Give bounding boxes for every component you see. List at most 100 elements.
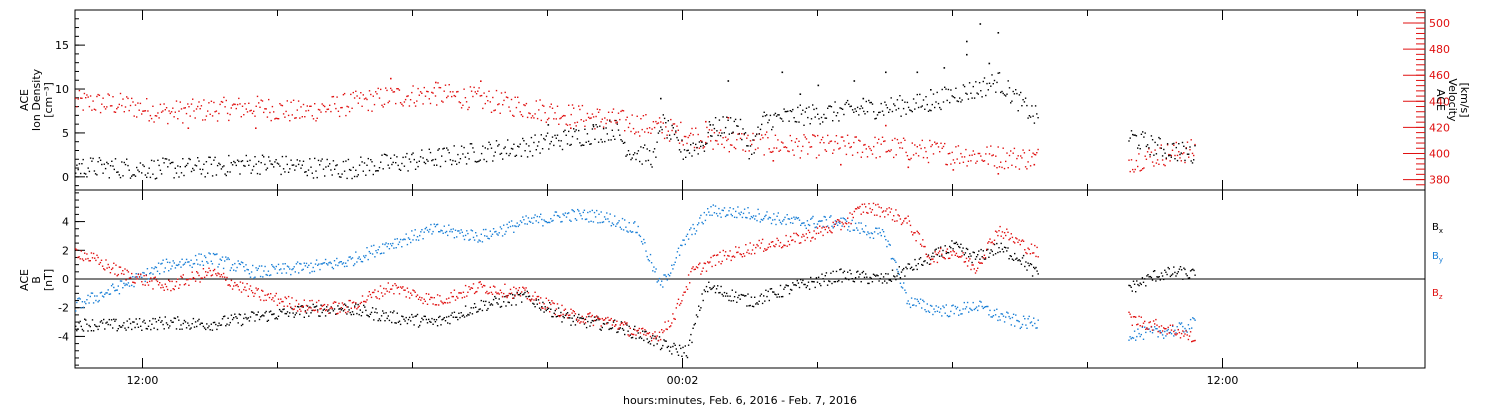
data-point	[559, 117, 561, 120]
data-point	[1017, 155, 1019, 157]
data-point	[992, 154, 994, 156]
data-point	[1157, 330, 1159, 333]
data-point	[671, 264, 673, 266]
data-point	[625, 119, 627, 121]
data-point	[446, 147, 448, 149]
data-point	[857, 270, 859, 272]
data-point	[396, 238, 398, 240]
data-point	[876, 227, 878, 230]
data-point	[361, 161, 363, 163]
data-point	[163, 289, 165, 291]
data-point	[327, 108, 330, 110]
data-point	[482, 107, 484, 110]
data-point	[108, 266, 110, 269]
data-point	[544, 308, 546, 310]
data-point	[754, 296, 756, 298]
data-point	[936, 142, 938, 144]
data-point	[797, 217, 800, 219]
data-point	[1151, 332, 1154, 334]
data-point	[589, 117, 591, 120]
data-point	[898, 215, 900, 217]
data-point	[226, 276, 228, 279]
data-point	[85, 258, 87, 260]
data-point	[244, 270, 246, 272]
data-point	[749, 140, 752, 142]
data-point	[423, 86, 425, 89]
data-point	[971, 261, 973, 264]
data-point	[1034, 322, 1036, 325]
data-point	[756, 219, 758, 222]
data-point	[231, 104, 234, 106]
data-point	[735, 291, 737, 293]
data-point	[164, 283, 166, 285]
data-point	[112, 283, 114, 285]
data-point	[833, 149, 835, 151]
data-point	[931, 258, 933, 260]
data-point	[879, 215, 881, 218]
data-point	[211, 263, 214, 265]
data-point	[818, 118, 820, 120]
data-point	[1025, 324, 1027, 326]
data-point	[323, 308, 326, 310]
data-point	[1179, 153, 1181, 156]
data-point	[355, 90, 357, 92]
data-point	[561, 321, 563, 323]
data-point	[654, 331, 656, 333]
data-point	[583, 144, 585, 146]
data-point	[387, 243, 389, 245]
data-point	[1012, 152, 1014, 154]
data-point	[815, 232, 818, 235]
data-point	[896, 220, 898, 222]
data-point	[980, 90, 982, 92]
data-point	[153, 267, 155, 270]
x-axis-title: hours:minutes, Feb. 6, 2016 - Feb. 7, 20…	[623, 394, 857, 407]
data-point	[159, 273, 161, 275]
data-point	[1165, 328, 1167, 330]
data-point	[987, 305, 989, 308]
data-point	[185, 112, 188, 115]
data-point	[600, 121, 602, 123]
data-point	[416, 100, 418, 102]
data-point	[472, 236, 475, 239]
data-point	[890, 208, 893, 210]
data-point	[255, 163, 257, 165]
data-point	[243, 288, 245, 291]
data-point	[859, 205, 861, 208]
data-point	[255, 267, 257, 269]
data-point	[508, 106, 510, 108]
data-point	[472, 307, 475, 309]
data-point	[777, 239, 779, 242]
data-point	[961, 255, 963, 257]
data-point	[128, 169, 130, 171]
data-point	[911, 142, 913, 144]
data-point	[712, 286, 714, 289]
data-point	[609, 119, 611, 121]
data-point	[541, 307, 543, 309]
data-point	[1168, 332, 1170, 334]
data-point	[323, 303, 326, 306]
data-point	[474, 160, 476, 163]
data-point	[152, 288, 154, 290]
data-point	[778, 296, 781, 298]
data-point	[815, 226, 818, 228]
data-point	[417, 87, 419, 90]
data-point	[808, 224, 811, 227]
data-point	[862, 211, 865, 213]
data-point	[174, 267, 177, 269]
data-point	[966, 93, 968, 95]
data-point	[1022, 315, 1025, 317]
data-point	[238, 160, 240, 163]
data-point	[442, 101, 444, 103]
data-point	[151, 323, 153, 325]
data-point	[890, 280, 893, 282]
data-point	[404, 156, 407, 158]
data-point	[1014, 325, 1016, 327]
data-point	[375, 250, 377, 252]
data-point	[841, 221, 843, 224]
data-point	[713, 127, 716, 130]
data-point	[636, 152, 638, 155]
data-point	[350, 169, 352, 171]
data-point	[259, 106, 261, 108]
data-point	[629, 153, 631, 156]
data-point	[757, 208, 759, 211]
